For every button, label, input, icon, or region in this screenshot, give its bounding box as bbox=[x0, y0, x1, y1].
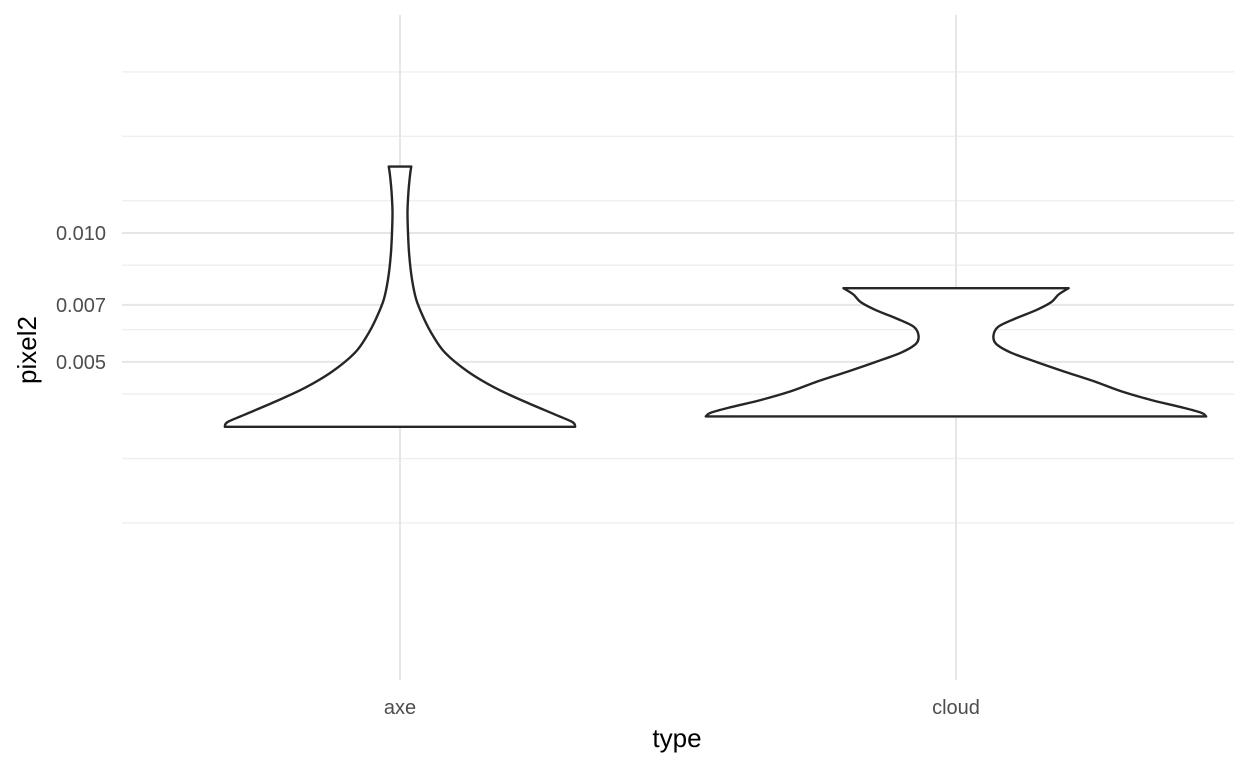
x-axis-title: type bbox=[652, 723, 701, 753]
violin-cloud bbox=[704, 286, 1208, 418]
x-axis-tick-labels: axe cloud bbox=[384, 697, 980, 719]
major-gridlines-x bbox=[399, 15, 957, 680]
y-axis-tick-labels: 0.005 0.007 0.010 bbox=[56, 223, 106, 374]
y-tick-label: 0.007 bbox=[56, 295, 106, 317]
minor-gridlines-y bbox=[122, 71, 1234, 524]
y-tick-label: 0.010 bbox=[56, 223, 106, 245]
violin-axe bbox=[223, 165, 577, 429]
x-tick-label: axe bbox=[384, 697, 416, 719]
y-tick-label: 0.005 bbox=[56, 352, 106, 374]
y-axis-title: pixel2 bbox=[12, 316, 42, 384]
violin-layer bbox=[223, 165, 1208, 429]
x-tick-label: cloud bbox=[932, 697, 980, 719]
major-gridlines-y bbox=[122, 232, 1234, 363]
